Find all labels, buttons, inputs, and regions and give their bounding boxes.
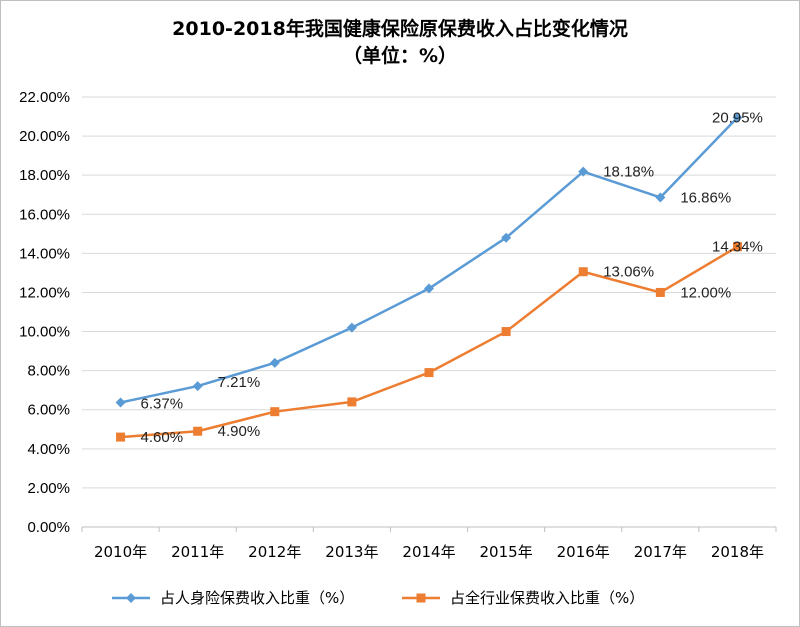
y-tick-label: 22.00%	[19, 89, 70, 106]
data-point-marker	[270, 407, 280, 417]
x-tick-label: 2014年	[402, 543, 455, 561]
y-tick-label: 12.00%	[19, 284, 70, 301]
legend: 占人身险保费收入比重（%） 占全行业保费收入比重（%）	[112, 589, 644, 607]
y-tick-label: 8.00%	[27, 363, 70, 380]
data-point-marker	[115, 397, 126, 408]
data-label: 20.95%	[712, 110, 763, 127]
y-tick-label: 10.00%	[19, 324, 70, 341]
data-point-marker	[346, 322, 357, 333]
data-point-marker	[655, 192, 666, 203]
x-tick-label: 2016年	[557, 543, 610, 561]
data-label: 12.00%	[680, 284, 731, 301]
axis-layer: 0.00% 2.00% 4.00% 6.00% 8.00% 10.00% 12.00% 14.…	[19, 89, 777, 561]
data-point-marker	[116, 432, 126, 442]
data-point-marker	[192, 381, 203, 392]
data-point-marker	[732, 242, 742, 252]
data-label: 4.60%	[141, 429, 184, 446]
data-point-marker	[424, 368, 434, 378]
data-label: 7.21%	[218, 374, 261, 391]
x-tick-label: 2013年	[325, 543, 378, 561]
grid-layer	[82, 96, 776, 528]
y-tick-label: 16.00%	[19, 206, 70, 223]
data-point-marker	[578, 267, 588, 277]
legend-marker	[126, 593, 136, 603]
y-tick-label: 20.00%	[19, 128, 70, 145]
series-layer	[115, 112, 743, 442]
x-tick-label: 2011年	[171, 543, 224, 561]
y-tick-label: 6.00%	[27, 402, 70, 419]
legend-label: 占全行业保费收入比重（%）	[450, 589, 644, 607]
x-tick-label: 2010年	[94, 543, 147, 561]
y-tick-label: 2.00%	[27, 480, 70, 497]
chart-title: 2010-2018年我国健康保险原保费收入占比变化情况	[172, 17, 628, 40]
data-point-marker	[732, 112, 743, 123]
data-point-marker	[193, 426, 203, 436]
legend-marker	[416, 593, 426, 603]
chart-subtitle: （单位：%）	[343, 44, 457, 67]
data-label: 18.18%	[603, 164, 654, 181]
legend-label: 占人身险保费收入比重（%）	[160, 589, 354, 607]
data-label: 13.06%	[603, 264, 654, 281]
data-label: 4.90%	[218, 423, 261, 440]
x-tick-label: 2017年	[634, 543, 687, 561]
data-point-marker	[269, 357, 280, 368]
x-tick-label: 2015年	[480, 543, 533, 561]
x-tick-label: 2012年	[248, 543, 301, 561]
data-point-marker	[424, 283, 434, 294]
data-point-marker	[578, 166, 589, 177]
data-point-marker	[501, 327, 511, 337]
data-label: 16.86%	[680, 189, 731, 206]
data-point-marker	[501, 232, 512, 243]
y-tick-label: 4.00%	[27, 441, 70, 458]
y-tick-label: 14.00%	[19, 245, 70, 262]
data-point-marker	[347, 397, 357, 407]
label-layer: 6.37% 7.21% 18.18% 16.86% 20.95% 4.60% 4.90% 13…	[141, 110, 763, 447]
data-label: 14.34%	[712, 239, 763, 256]
data-point-marker	[655, 287, 665, 297]
y-tick-label: 18.00%	[19, 167, 70, 184]
x-tick-label: 2018年	[711, 543, 764, 561]
data-label: 6.37%	[141, 395, 184, 412]
y-tick-label: 0.00%	[27, 519, 70, 536]
series-line	[120, 116, 739, 404]
